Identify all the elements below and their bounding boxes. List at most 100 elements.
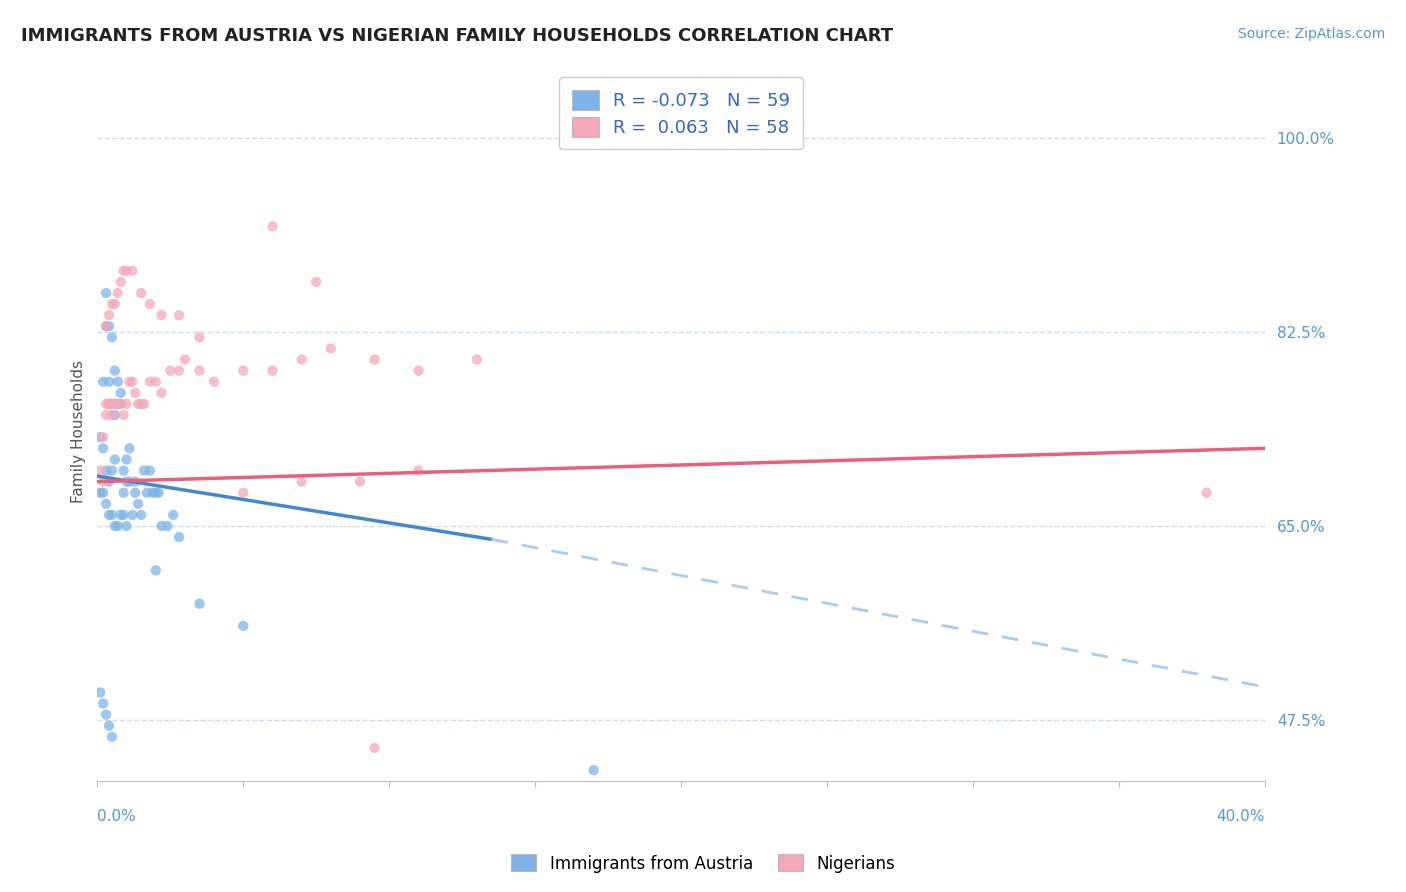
Point (91, 697, 114, 711)
Text: 0.0%: 0.0% (97, 809, 136, 824)
Point (150, 519, 173, 533)
Point (94, 408, 117, 422)
Point (124, 485, 146, 500)
Point (127, 497, 149, 511)
Text: 40.0%: 40.0% (1216, 809, 1265, 824)
Point (101, 508, 124, 522)
Point (98, 319, 121, 334)
Point (363, 352, 385, 367)
Point (112, 463, 135, 477)
Point (121, 264, 143, 278)
Point (98, 375, 121, 389)
Point (124, 475, 146, 489)
Point (104, 364, 127, 378)
Point (129, 397, 152, 411)
Point (115, 475, 138, 489)
Point (145, 563, 167, 577)
Point (107, 519, 129, 533)
Point (110, 385, 132, 400)
Point (305, 275, 328, 289)
Point (162, 508, 184, 522)
Point (110, 397, 132, 411)
Point (202, 375, 225, 389)
Point (139, 463, 162, 477)
Point (91, 430, 114, 444)
Point (110, 275, 132, 289)
Point (89, 685, 111, 699)
Point (110, 508, 132, 522)
Point (319, 342, 342, 356)
Point (115, 397, 138, 411)
Point (94, 285, 117, 300)
Point (98, 719, 121, 733)
Point (167, 364, 190, 378)
Point (91, 375, 114, 389)
Point (142, 485, 165, 500)
Point (94, 497, 117, 511)
Point (124, 385, 146, 400)
Point (107, 397, 129, 411)
Point (94, 463, 117, 477)
Point (101, 463, 124, 477)
Point (349, 475, 371, 489)
Point (104, 519, 127, 533)
Point (150, 308, 173, 322)
Point (89, 430, 111, 444)
Point (129, 285, 152, 300)
Point (188, 364, 211, 378)
Point (94, 397, 117, 411)
Point (167, 530, 190, 544)
Point (110, 397, 132, 411)
Point (94, 319, 117, 334)
Point (148, 485, 170, 500)
Point (139, 297, 162, 311)
Point (98, 475, 121, 489)
Point (98, 397, 121, 411)
Point (408, 364, 430, 378)
Point (145, 375, 167, 389)
Point (115, 264, 138, 278)
Point (98, 308, 121, 322)
Point (127, 397, 149, 411)
Point (188, 597, 211, 611)
Point (118, 475, 141, 489)
Point (101, 730, 124, 744)
Point (465, 352, 488, 367)
Point (262, 219, 284, 234)
Point (232, 364, 254, 378)
Point (188, 330, 211, 344)
Point (1195, 485, 1218, 500)
Point (121, 508, 143, 522)
Point (101, 397, 124, 411)
Point (104, 452, 127, 467)
Point (291, 475, 314, 489)
Point (136, 485, 159, 500)
Point (118, 442, 141, 456)
Point (107, 285, 129, 300)
Point (167, 308, 190, 322)
Point (159, 364, 181, 378)
Point (89, 463, 111, 477)
Point (104, 297, 127, 311)
Point (129, 508, 152, 522)
Point (582, 763, 605, 777)
Point (98, 397, 121, 411)
Point (101, 408, 124, 422)
Point (118, 375, 141, 389)
Legend: R = -0.073   N = 59, R =  0.063   N = 58: R = -0.073 N = 59, R = 0.063 N = 58 (560, 78, 803, 150)
Point (291, 352, 314, 367)
Point (115, 519, 138, 533)
Point (174, 352, 197, 367)
Point (101, 397, 124, 411)
Point (104, 397, 127, 411)
Point (112, 485, 135, 500)
Point (132, 463, 155, 477)
Point (408, 463, 430, 477)
Text: IMMIGRANTS FROM AUSTRIA VS NIGERIAN FAMILY HOUSEHOLDS CORRELATION CHART: IMMIGRANTS FROM AUSTRIA VS NIGERIAN FAMI… (21, 27, 893, 45)
Point (150, 385, 173, 400)
Point (363, 740, 385, 755)
Point (232, 485, 254, 500)
Point (121, 375, 143, 389)
Point (104, 408, 127, 422)
Y-axis label: Family Households: Family Households (72, 360, 86, 503)
